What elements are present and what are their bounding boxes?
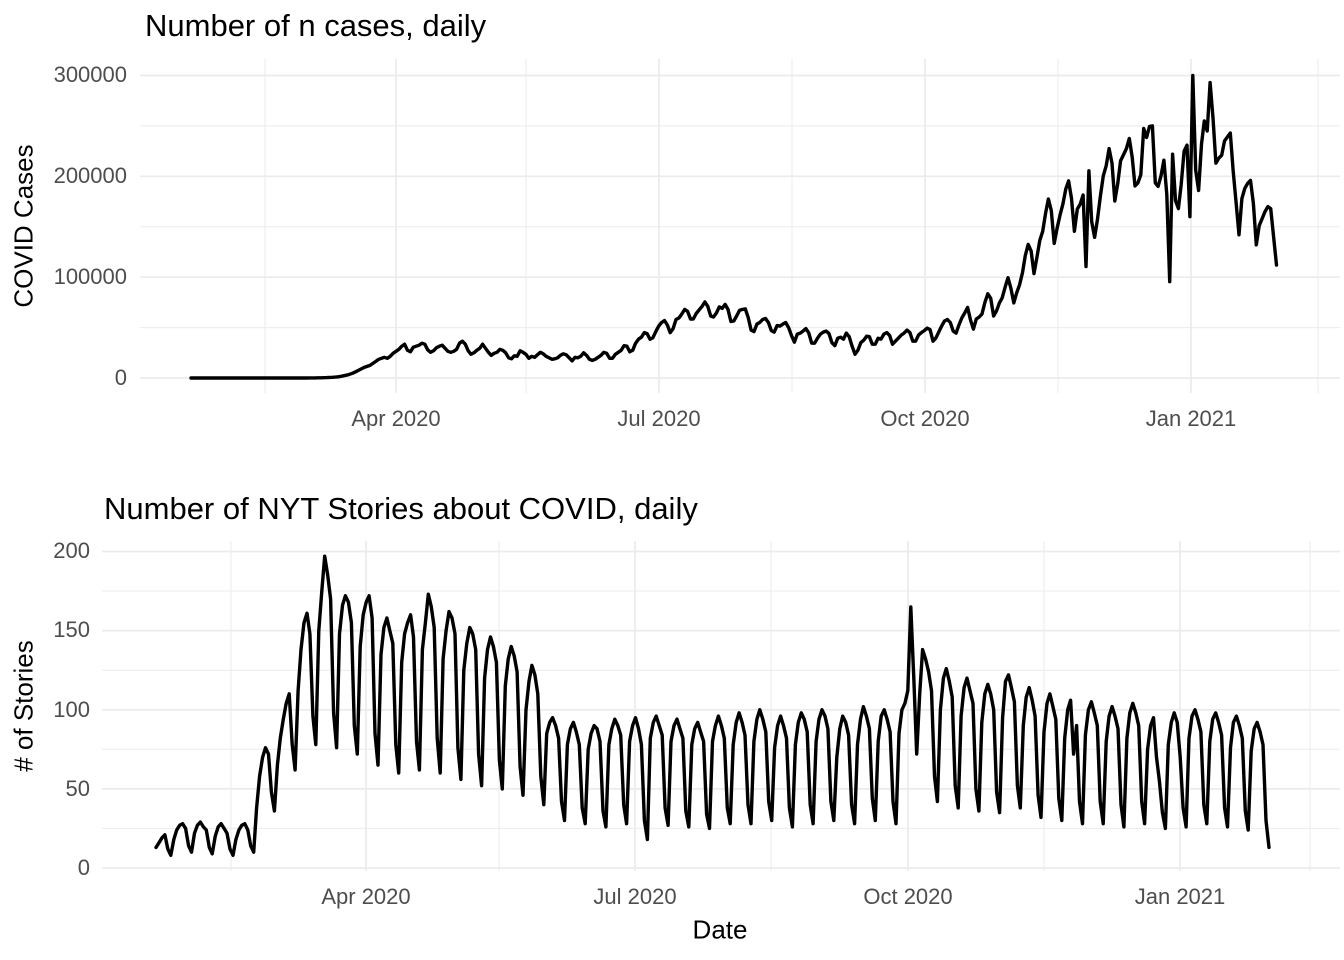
cases-y-tick-0: 0 xyxy=(114,365,127,390)
cases-series-line xyxy=(189,73,1279,380)
stories-y-tick-150: 150 xyxy=(53,617,90,642)
cases-x-tick-jul-2020: Jul 2020 xyxy=(617,406,701,431)
cases-chart-title: Number of n cases, daily xyxy=(145,8,487,43)
stories-y-tick-0: 0 xyxy=(77,855,90,880)
stories-y-tick-50: 50 xyxy=(65,776,90,801)
cases-x-tick-jan-2021: Jan 2021 xyxy=(1145,406,1237,431)
cases-y-tick-200000: 200000 xyxy=(53,163,127,188)
cases-y-tick-100000: 100000 xyxy=(53,264,127,289)
stories-x-tick-apr-2020: Apr 2020 xyxy=(321,884,411,909)
stories-y-tick-200: 200 xyxy=(53,538,90,563)
cases-y-tick-300000: 300000 xyxy=(53,62,127,87)
stories-series-line xyxy=(154,554,1271,857)
stories-y-tick-100: 100 xyxy=(53,697,90,722)
cases-x-tick-apr-2020: Apr 2020 xyxy=(351,406,441,431)
stories-x-tick-jan-2021: Jan 2021 xyxy=(1134,884,1226,909)
x-axis-title-date: Date xyxy=(692,914,748,945)
stories-x-tick-oct-2020: Oct 2020 xyxy=(863,884,953,909)
stories-x-tick-jul-2020: Jul 2020 xyxy=(593,884,677,909)
stories-chart-title: Number of NYT Stories about COVID, daily xyxy=(104,491,698,526)
cases-x-tick-oct-2020: Oct 2020 xyxy=(880,406,970,431)
